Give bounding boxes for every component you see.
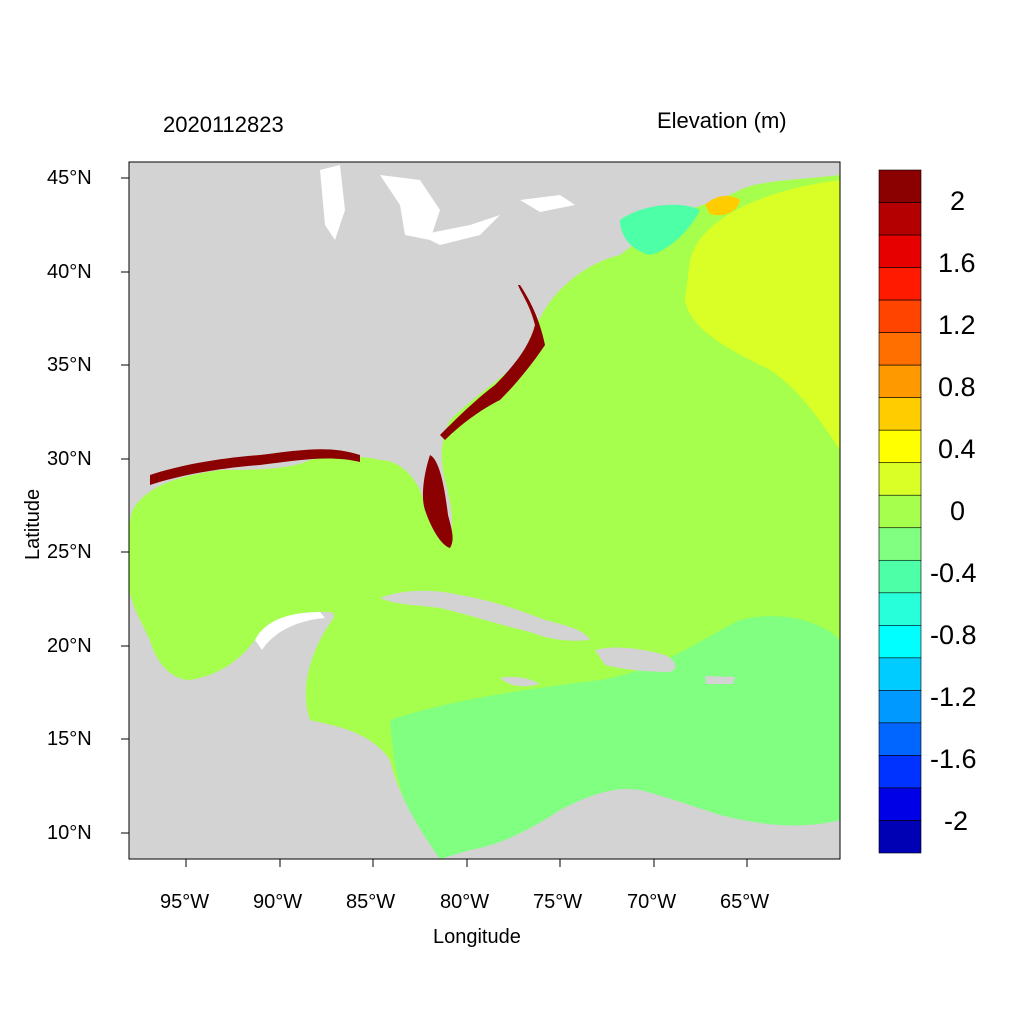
colorbar-swatch: [878, 397, 922, 431]
lat-tick-label: 10°N: [47, 822, 92, 844]
colorbar-swatch: [878, 332, 922, 366]
colorbar-label: -0.8: [930, 620, 977, 650]
colorbar-label: 2: [950, 186, 966, 216]
colorbar-swatch: [878, 234, 922, 268]
puerto-rico-land: [705, 676, 735, 684]
colorbar-swatch: [878, 364, 922, 398]
lat-tick-label: 15°N: [47, 728, 92, 750]
lon-tick-label: 85°W: [346, 891, 396, 913]
lat-ticks: [121, 177, 129, 834]
lon-tick-label: 80°W: [440, 891, 490, 913]
yucatan-coast: [255, 612, 325, 650]
colorbar-label: 0: [950, 496, 966, 526]
colorbar-swatch: [878, 592, 922, 626]
colorbar-swatch: [878, 267, 922, 301]
central-america-land: [129, 590, 440, 859]
colorbar-swatch: [878, 559, 922, 594]
map-field: [129, 162, 840, 859]
gulf-coast-surge: [150, 449, 360, 485]
northeast-low: [620, 204, 700, 255]
colorbar-swatch: [878, 462, 922, 496]
colorbar-swatch: [878, 299, 922, 333]
atlantic-high-zone: [685, 180, 840, 450]
lat-tick-label: 20°N: [47, 635, 92, 657]
north-america-land: [129, 162, 840, 541]
florida-surge: [422, 455, 453, 548]
lon-ticks: [185, 859, 748, 867]
colorbar-label: 0.4: [938, 434, 976, 464]
colorbar-title: Elevation (m): [657, 108, 787, 133]
colorbar-swatch: [878, 202, 922, 236]
lon-tick-label: 70°W: [627, 891, 677, 913]
cuba-land: [380, 590, 590, 641]
colorbar-label: 1.6: [938, 248, 976, 278]
colorbar-swatch: [878, 625, 922, 659]
colorbar-swatch: [878, 690, 922, 724]
lake-ontario: [520, 195, 575, 212]
lon-tick-label: 90°W: [253, 891, 303, 913]
lat-tick-label: 25°N: [47, 541, 92, 563]
colorbar-label: 0.8: [938, 372, 976, 402]
east-coast-surge: [440, 285, 545, 440]
colorbar-swatch: [878, 494, 922, 529]
map-frame: [128, 161, 841, 860]
colorbar-label: -0.4: [930, 558, 977, 588]
colorbar-swatch: [878, 657, 922, 691]
lat-tick-label: 40°N: [47, 261, 92, 283]
gulf-of-maine-high: [705, 195, 740, 216]
jamaica-land: [500, 676, 540, 687]
lat-tick-label: 35°N: [47, 354, 92, 376]
lat-tick-label: 45°N: [47, 167, 92, 189]
south-america-land: [440, 789, 840, 859]
colorbar: [878, 169, 922, 854]
colorbar-swatch: [878, 820, 922, 854]
colorbar-swatch: [878, 169, 922, 203]
colorbar-label: -2: [944, 806, 969, 836]
colorbar-label: -1.6: [930, 744, 977, 774]
colorbar-swatch: [878, 787, 922, 821]
lat-tick-label: 30°N: [47, 448, 92, 470]
colorbar-swatch: [878, 755, 922, 789]
colorbar-swatch: [878, 722, 922, 756]
lon-tick-label: 65°W: [720, 891, 770, 913]
lon-tick-label: 75°W: [533, 891, 583, 913]
lake-erie: [420, 215, 500, 245]
timestamp-title: 2020112823: [163, 112, 284, 137]
lake-michigan: [320, 165, 345, 240]
colorbar-label: 1.2: [938, 310, 976, 340]
colorbar-swatch: [878, 429, 922, 464]
colorbar-label: -1.2: [930, 682, 977, 712]
hispaniola-land: [595, 647, 676, 672]
lon-tick-label: 95°W: [160, 891, 210, 913]
x-axis-title: Longitude: [433, 926, 521, 948]
colorbar-swatch: [878, 527, 922, 561]
lake-huron: [380, 175, 440, 240]
